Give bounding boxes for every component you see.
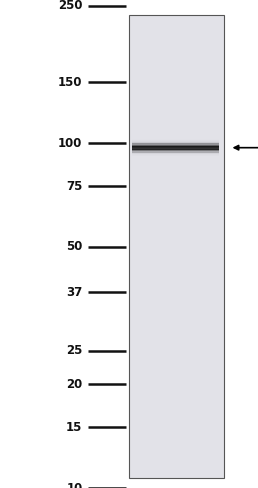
Bar [132, 146, 219, 147]
Text: 75: 75 [66, 180, 83, 193]
Bar [132, 152, 219, 153]
Bar [132, 156, 219, 157]
Bar [132, 139, 219, 140]
Bar [132, 155, 219, 156]
Bar [132, 142, 219, 143]
Text: 100: 100 [58, 137, 83, 150]
Text: 10: 10 [66, 482, 83, 488]
Bar [132, 152, 219, 153]
Text: 250: 250 [58, 0, 83, 12]
Bar [132, 149, 219, 150]
Bar [132, 140, 219, 141]
Bar [132, 144, 219, 145]
Bar [132, 144, 219, 145]
Bar [132, 147, 219, 148]
Bar [132, 148, 219, 149]
Text: 150: 150 [58, 76, 83, 89]
Bar [132, 141, 219, 142]
Text: 25: 25 [66, 344, 83, 357]
Bar [132, 149, 219, 150]
Text: 50: 50 [66, 241, 83, 253]
FancyBboxPatch shape [129, 15, 224, 478]
Bar [132, 143, 219, 144]
Bar [132, 151, 219, 152]
Bar [132, 154, 219, 155]
Text: 20: 20 [66, 378, 83, 391]
Text: 15: 15 [66, 421, 83, 434]
Bar [132, 145, 219, 146]
Bar [132, 150, 219, 151]
Bar [132, 153, 219, 154]
Bar [132, 147, 219, 148]
Text: 37: 37 [66, 285, 83, 299]
